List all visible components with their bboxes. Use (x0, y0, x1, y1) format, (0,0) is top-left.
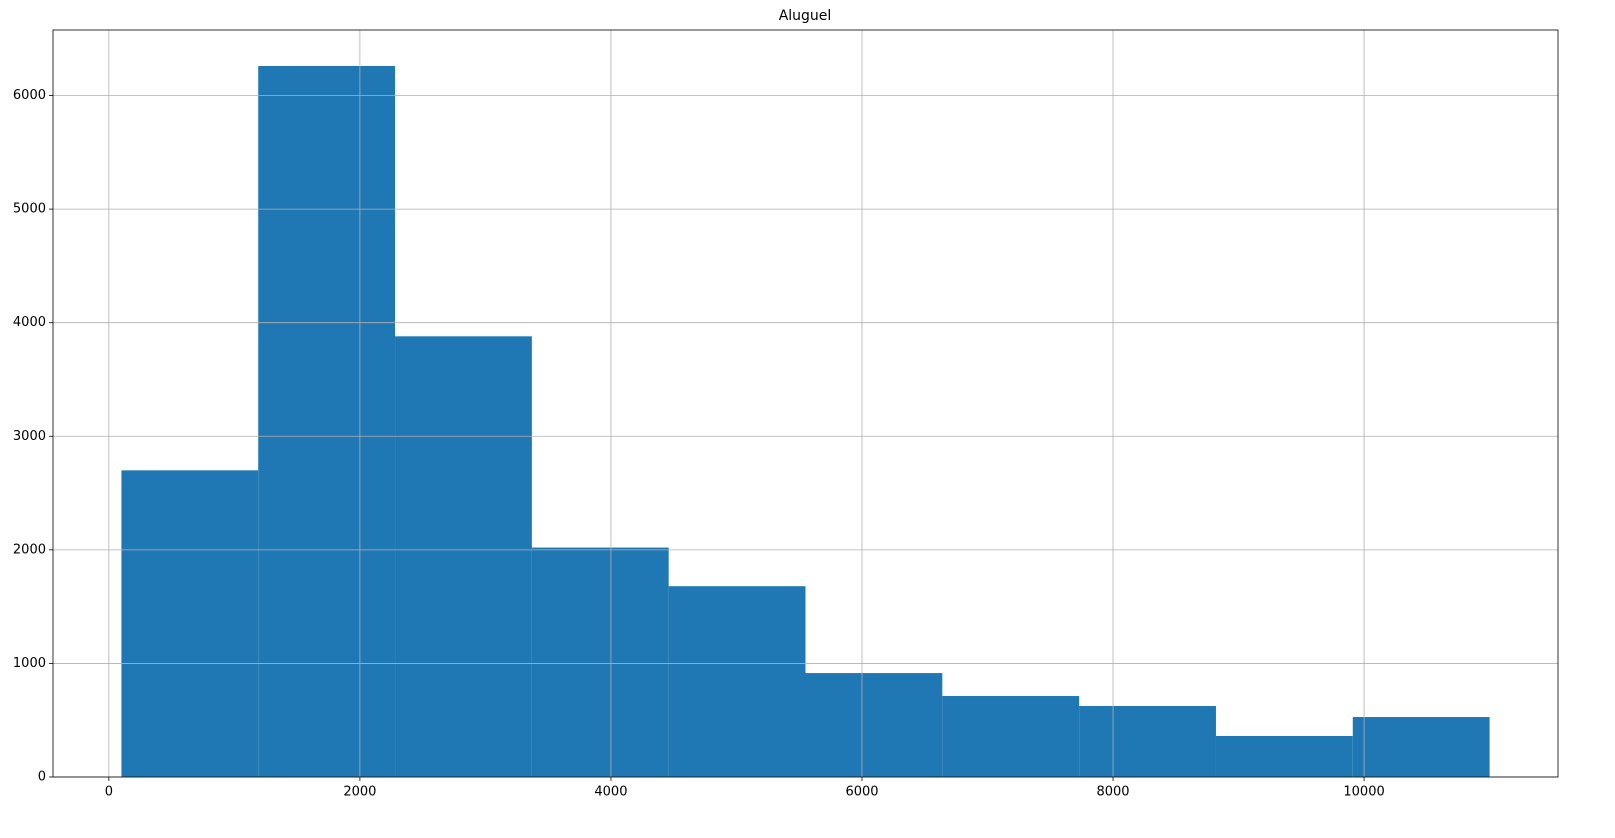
bar (805, 673, 943, 777)
y-tick-label: 6000 (13, 88, 46, 103)
bar (258, 66, 396, 778)
y-tick-label: 0 (38, 770, 46, 785)
bar (1215, 735, 1353, 777)
bar (121, 470, 259, 777)
plot-frame (52, 29, 1559, 778)
y-tick-label: 3000 (13, 429, 46, 444)
bar (668, 586, 806, 777)
y-tick-label: 1000 (13, 656, 46, 671)
bar (1079, 706, 1216, 777)
chart-title: Aluguel (779, 8, 832, 24)
bar (395, 336, 532, 777)
y-tick-label: 2000 (13, 542, 46, 557)
x-tick-label: 2000 (343, 785, 376, 800)
bar (531, 547, 669, 777)
x-tick-label: 6000 (845, 785, 878, 800)
y-tick-label: 4000 (13, 315, 46, 330)
x-tick-label: 10000 (1343, 785, 1384, 800)
y-tick-label: 5000 (13, 202, 46, 217)
x-tick-label: 4000 (594, 785, 627, 800)
x-tick-label: 8000 (1096, 785, 1129, 800)
bar (1352, 717, 1490, 777)
bar (942, 696, 1080, 777)
x-tick-label: 0 (105, 785, 113, 800)
